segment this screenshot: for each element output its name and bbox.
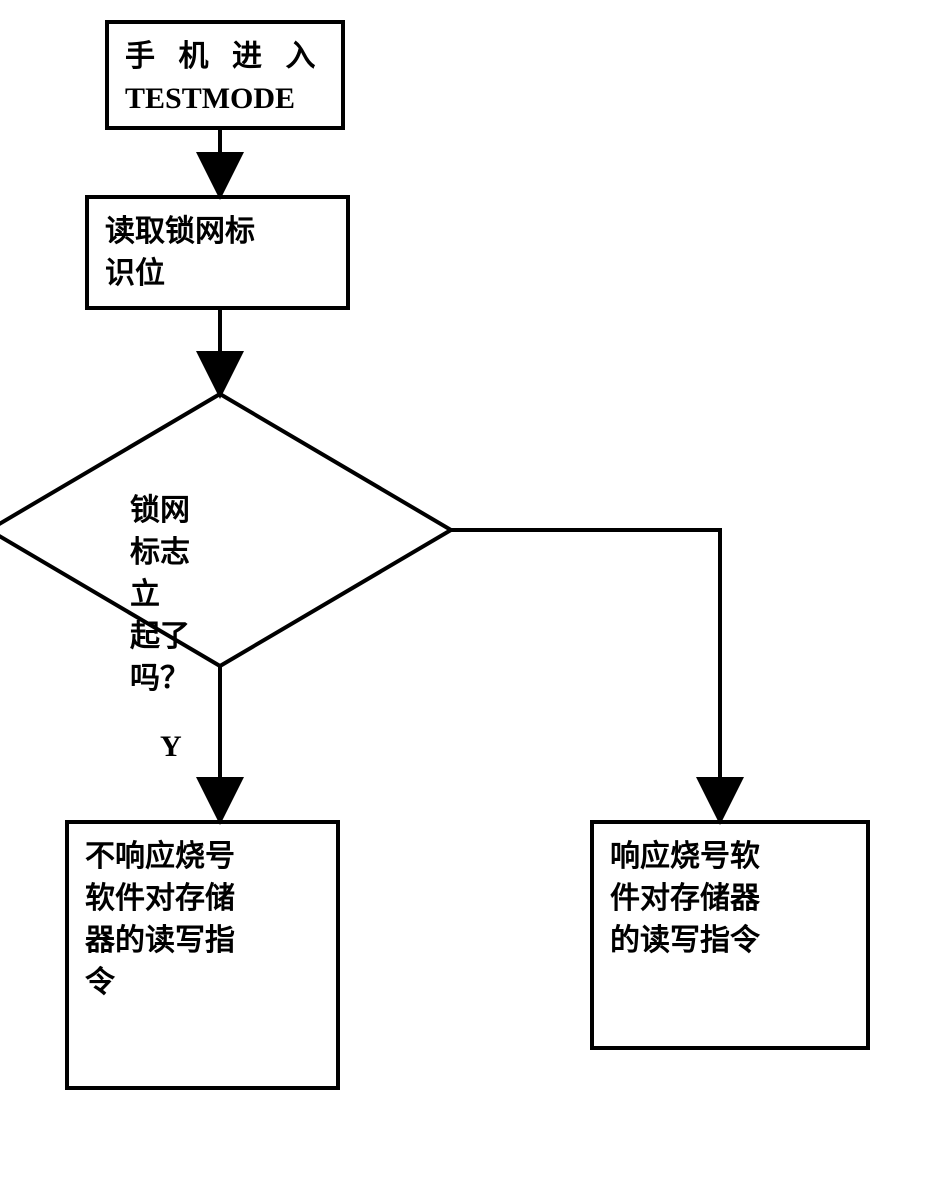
- no-branch-box: 响应烧号软 件对存储器 的读写指令: [590, 820, 870, 1050]
- diamond-shape: [0, 390, 455, 670]
- start-box: 手 机 进 入 TESTMODE: [105, 20, 345, 130]
- read-flag-line1: 读取锁网标: [105, 211, 330, 253]
- arrow-decision-to-no: [451, 530, 720, 817]
- decision-text: 锁网标志立 起了吗？: [130, 490, 190, 700]
- no-line3: 的读写指令: [610, 920, 850, 962]
- decision-line2: 起了吗？: [130, 616, 190, 700]
- read-flag-line2: 识位: [105, 253, 330, 295]
- no-line2: 件对存储器: [610, 878, 850, 920]
- start-text-line2: TESTMODE: [125, 78, 325, 120]
- branch-label-y: Y: [160, 730, 182, 764]
- yes-branch-box: 不响应烧号 软件对存储 器的读写指 令: [65, 820, 340, 1090]
- start-text-line1: 手 机 进 入: [125, 36, 325, 78]
- yes-line4: 令: [85, 962, 320, 1004]
- read-flag-box: 读取锁网标 识位: [85, 195, 350, 310]
- yes-line2: 软件对存储: [85, 878, 320, 920]
- yes-line1: 不响应烧号: [85, 836, 320, 878]
- decision-line1: 锁网标志立: [130, 490, 190, 616]
- no-line1: 响应烧号软: [610, 836, 850, 878]
- yes-line3: 器的读写指: [85, 920, 320, 962]
